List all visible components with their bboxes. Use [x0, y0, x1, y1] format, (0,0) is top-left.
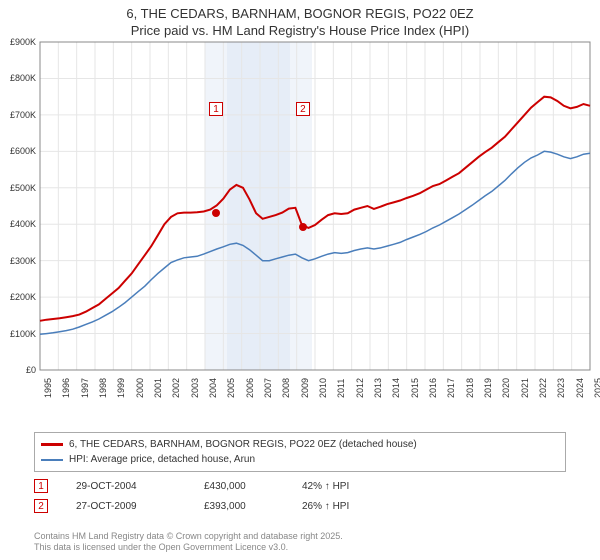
- x-tick-label: 2018: [465, 378, 475, 398]
- chart-area: £0 £100K £200K £300K £400K £500K £600K £700K £80…: [0, 42, 600, 402]
- sale-row: 1 29-OCT-2004 £430,000 42% ↑ HPI: [34, 476, 566, 496]
- sale-row-marker: 1: [34, 479, 48, 493]
- legend-swatch-1: [41, 443, 63, 446]
- sale-dot-2: [299, 223, 307, 231]
- footer-line-2: This data is licensed under the Open Gov…: [34, 542, 343, 554]
- y-tick-label: £100K: [10, 329, 36, 339]
- y-tick-label: £400K: [10, 219, 36, 229]
- x-tick-label: 2023: [556, 378, 566, 398]
- x-tick-label: 2007: [263, 378, 273, 398]
- legend-box: 6, THE CEDARS, BARNHAM, BOGNOR REGIS, PO…: [34, 432, 566, 472]
- legend-row-2: HPI: Average price, detached house, Arun: [41, 452, 559, 467]
- legend-label-1: 6, THE CEDARS, BARNHAM, BOGNOR REGIS, PO…: [69, 437, 417, 452]
- x-tick-label: 2002: [171, 378, 181, 398]
- legend-block: 6, THE CEDARS, BARNHAM, BOGNOR REGIS, PO…: [34, 432, 566, 516]
- x-tick-label: 2004: [208, 378, 218, 398]
- x-tick-label: 2013: [373, 378, 383, 398]
- y-axis: £0£100K£200K£300K£400K£500K£600K£700K£80…: [0, 42, 40, 370]
- x-axis: 1995 1996 1997 1998 1999 2000 2001 2002 2003 2004…: [40, 372, 590, 402]
- sale-pct: 26% ↑ HPI: [302, 501, 392, 512]
- y-tick-label: £500K: [10, 183, 36, 193]
- x-tick-label: 2009: [300, 378, 310, 398]
- y-tick-label: £200K: [10, 292, 36, 302]
- title-line-1: 6, THE CEDARS, BARNHAM, BOGNOR REGIS, PO…: [0, 6, 600, 23]
- x-tick-label: 1995: [43, 378, 53, 398]
- x-tick-label: 2000: [135, 378, 145, 398]
- sale-price: £393,000: [204, 501, 274, 512]
- x-tick-label: 2016: [428, 378, 438, 398]
- y-tick-label: £300K: [10, 256, 36, 266]
- x-tick-label: 2001: [153, 378, 163, 398]
- x-tick-label: 2012: [355, 378, 365, 398]
- x-tick-label: 1998: [98, 378, 108, 398]
- y-tick-label: £800K: [10, 73, 36, 83]
- x-tick-label: 2010: [318, 378, 328, 398]
- y-tick-label: £0: [26, 365, 36, 375]
- title-line-2: Price paid vs. HM Land Registry's House …: [0, 23, 600, 40]
- x-tick-label: 2025: [593, 378, 600, 398]
- plot-area: 12: [40, 42, 590, 370]
- legend-row-1: 6, THE CEDARS, BARNHAM, BOGNOR REGIS, PO…: [41, 437, 559, 452]
- x-tick-label: 1999: [116, 378, 126, 398]
- x-tick-label: 2015: [410, 378, 420, 398]
- sale-row-marker: 2: [34, 499, 48, 513]
- x-tick-label: 2024: [575, 378, 585, 398]
- footer: Contains HM Land Registry data © Crown c…: [34, 531, 343, 554]
- x-tick-label: 2019: [483, 378, 493, 398]
- footer-line-1: Contains HM Land Registry data © Crown c…: [34, 531, 343, 543]
- x-tick-label: 2006: [245, 378, 255, 398]
- x-tick-label: 2020: [501, 378, 511, 398]
- x-tick-label: 1996: [61, 378, 71, 398]
- y-tick-label: £600K: [10, 146, 36, 156]
- sale-date: 27-OCT-2009: [76, 501, 176, 512]
- y-tick-label: £700K: [10, 110, 36, 120]
- title-block: 6, THE CEDARS, BARNHAM, BOGNOR REGIS, PO…: [0, 0, 600, 40]
- sale-row: 2 27-OCT-2009 £393,000 26% ↑ HPI: [34, 496, 566, 516]
- x-tick-label: 2011: [336, 379, 346, 398]
- x-tick-label: 1997: [80, 378, 90, 398]
- sale-marker-1: 1: [209, 102, 223, 116]
- sale-price: £430,000: [204, 481, 274, 492]
- sale-date: 29-OCT-2004: [76, 481, 176, 492]
- x-tick-label: 2017: [446, 378, 456, 398]
- sale-pct: 42% ↑ HPI: [302, 481, 392, 492]
- legend-swatch-2: [41, 459, 63, 461]
- x-tick-label: 2005: [226, 378, 236, 398]
- y-tick-label: £900K: [10, 37, 36, 47]
- legend-label-2: HPI: Average price, detached house, Arun: [69, 452, 255, 467]
- sale-marker-2: 2: [296, 102, 310, 116]
- x-tick-label: 2022: [538, 378, 548, 398]
- x-tick-label: 2014: [391, 378, 401, 398]
- chart-container: 6, THE CEDARS, BARNHAM, BOGNOR REGIS, PO…: [0, 0, 600, 560]
- x-tick-label: 2008: [281, 378, 291, 398]
- x-tick-label: 2003: [190, 378, 200, 398]
- sale-dot-1: [212, 209, 220, 217]
- x-tick-label: 2021: [520, 378, 530, 398]
